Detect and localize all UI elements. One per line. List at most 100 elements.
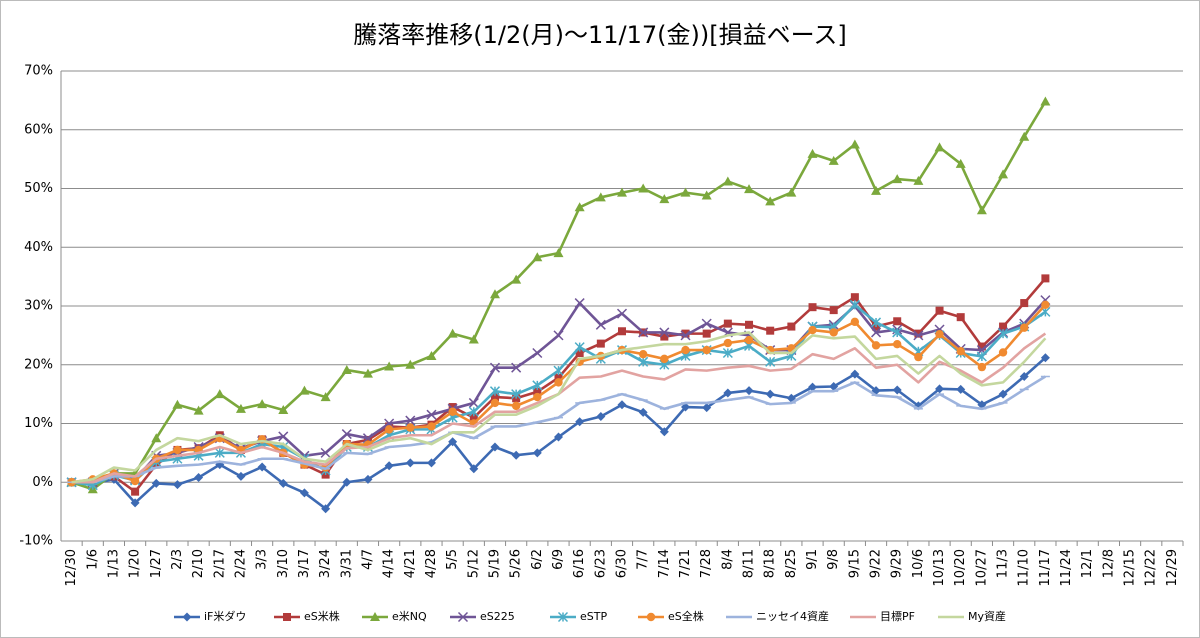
- marker: [370, 612, 380, 621]
- marker: [557, 611, 569, 623]
- marker: [468, 397, 479, 408]
- marker: [955, 158, 966, 168]
- marker: [214, 447, 225, 458]
- marker: [130, 498, 140, 508]
- y-tick-label: 30%: [24, 299, 53, 314]
- marker: [173, 445, 182, 455]
- marker: [427, 422, 436, 431]
- legend-label: eS米株: [304, 609, 340, 623]
- marker: [744, 335, 754, 345]
- marker: [722, 176, 733, 186]
- marker: [807, 148, 818, 158]
- marker: [638, 349, 648, 359]
- marker: [596, 339, 605, 348]
- x-tick-label: 3/10: [276, 549, 291, 578]
- marker: [426, 409, 437, 420]
- marker: [618, 327, 626, 336]
- marker: [892, 385, 902, 395]
- legend-label: eS225: [480, 610, 515, 623]
- marker: [893, 339, 902, 349]
- x-tick-label: 12/15: [1123, 549, 1138, 586]
- marker: [680, 187, 691, 197]
- x-tick-label: 2/17: [212, 549, 227, 578]
- marker: [532, 252, 543, 262]
- x-tick-label: 12/30: [64, 549, 79, 586]
- legend-label: My資産: [968, 610, 1006, 623]
- x-tick-label: 12/29: [1165, 549, 1180, 586]
- marker: [299, 385, 310, 395]
- x-tick-label: 1/13: [106, 549, 121, 578]
- series: [71, 331, 1047, 484]
- marker: [532, 347, 543, 359]
- marker: [363, 474, 373, 484]
- marker: [448, 437, 458, 447]
- marker: [892, 174, 903, 184]
- x-tick-label: 9/15: [847, 549, 862, 578]
- marker: [977, 362, 987, 372]
- marker: [362, 368, 373, 378]
- y-tick-label: 10%: [24, 416, 53, 431]
- marker: [468, 406, 479, 417]
- y-tick-label: 70%: [24, 64, 53, 79]
- legend-item: iF米ダウ: [174, 609, 246, 623]
- x-tick-label: 1/27: [149, 549, 164, 578]
- marker: [893, 317, 902, 326]
- x-tick-label: 11/10: [1017, 549, 1032, 586]
- y-tick-label: -10%: [19, 534, 53, 549]
- marker: [574, 298, 585, 309]
- marker: [745, 320, 754, 329]
- marker: [829, 328, 838, 337]
- marker: [151, 478, 161, 488]
- marker: [977, 342, 986, 351]
- marker: [130, 476, 140, 486]
- marker: [998, 389, 1008, 399]
- marker: [722, 347, 733, 359]
- marker: [892, 327, 903, 338]
- marker: [723, 388, 733, 398]
- marker: [1041, 274, 1050, 283]
- legend-item: eS米株: [274, 609, 340, 623]
- x-tick-label: 7/28: [699, 549, 714, 578]
- legend-item: eS全株: [638, 609, 704, 623]
- marker: [553, 365, 564, 376]
- marker: [766, 326, 775, 335]
- legend-label: iF米ダウ: [204, 609, 246, 623]
- marker: [1020, 299, 1029, 308]
- marker: [405, 458, 415, 468]
- x-tick-label: 6/2: [530, 549, 545, 570]
- x-tick-label: 11/24: [1059, 549, 1074, 586]
- marker: [1020, 323, 1029, 332]
- marker: [850, 293, 859, 302]
- marker: [257, 462, 267, 472]
- marker: [914, 352, 923, 362]
- marker: [469, 464, 479, 474]
- legend-label: 目標PF: [880, 609, 915, 623]
- marker: [469, 413, 478, 422]
- marker: [384, 461, 394, 471]
- marker: [342, 477, 352, 487]
- marker: [998, 328, 1009, 339]
- marker: [489, 362, 501, 373]
- marker: [913, 175, 924, 185]
- marker: [1019, 372, 1029, 381]
- x-tick-label: 3/17: [297, 549, 312, 578]
- marker: [511, 362, 522, 373]
- marker: [660, 332, 669, 341]
- marker: [511, 450, 521, 460]
- marker: [363, 435, 372, 444]
- marker: [787, 322, 796, 331]
- x-tick-label: 2/3: [170, 549, 185, 570]
- x-tick-label: 6/30: [615, 549, 630, 578]
- x-tick-label: 10/20: [953, 549, 968, 586]
- marker: [575, 349, 584, 357]
- marker: [638, 183, 649, 193]
- x-tick-label: 5/19: [487, 549, 502, 578]
- marker: [702, 345, 711, 355]
- y-tick-label: 0%: [32, 475, 53, 490]
- x-tick-label: 9/22: [869, 549, 884, 578]
- legend-label: e米NQ: [392, 610, 427, 623]
- marker: [214, 389, 225, 399]
- x-tick-label: 6/16: [572, 549, 587, 578]
